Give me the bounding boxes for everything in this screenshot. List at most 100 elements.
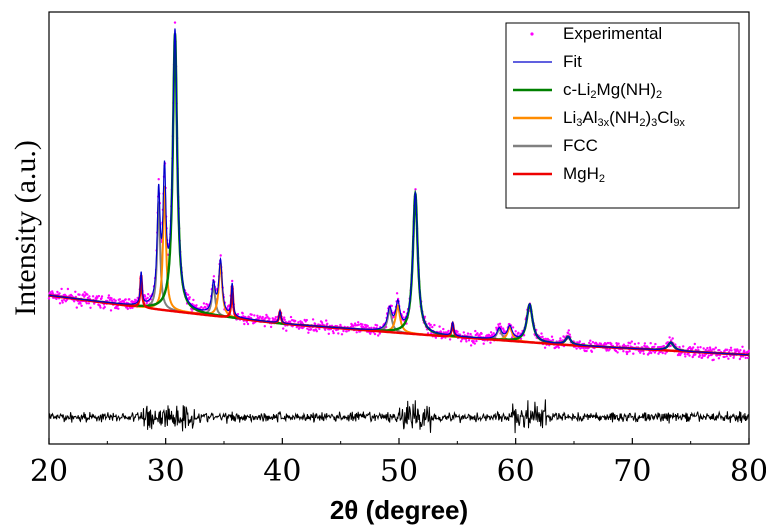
experimental-point (431, 325, 434, 329)
experimental-point (47, 297, 51, 300)
experimental-point (212, 275, 216, 278)
experimental-point (447, 329, 450, 333)
experimental-point (730, 349, 733, 352)
experimental-point (285, 329, 288, 332)
experimental-point (96, 296, 99, 299)
experimental-point (361, 323, 364, 326)
experimental-point (61, 301, 64, 304)
experimental-point (192, 298, 195, 302)
legend-items: Experimental Fit c-Li2Mg(NH)2 Li3Al3x(NH2)3… (513, 24, 685, 185)
experimental-point (642, 350, 645, 353)
experimental-point (637, 342, 640, 345)
experimental-point (664, 352, 667, 355)
experimental-point (589, 342, 592, 346)
experimental-point (589, 339, 592, 342)
experimental-point (373, 332, 377, 336)
experimental-point (231, 279, 234, 283)
experimental-point (219, 254, 222, 257)
experimental-point (718, 354, 722, 357)
experimental-point (688, 354, 691, 357)
experimental-point (729, 346, 733, 349)
experimental-point (469, 332, 472, 336)
experimental-point (58, 292, 61, 295)
experimental-point (622, 350, 625, 353)
experimental-point (706, 356, 710, 359)
experimental-point (357, 321, 360, 324)
experimental-point (448, 338, 452, 341)
experimental-point (625, 352, 629, 356)
experimental-point (274, 317, 277, 321)
experimental-point (283, 316, 286, 319)
experimental-point (615, 344, 619, 347)
experimental-point (472, 340, 475, 343)
experimental-point (647, 352, 651, 355)
experimental-point (107, 294, 111, 297)
experimental-point (263, 325, 266, 328)
experimental-point (339, 323, 342, 327)
experimental-point (243, 322, 246, 326)
experimental-point (559, 337, 562, 340)
experimental-point (700, 356, 704, 359)
experimental-point (585, 349, 588, 353)
experimental-point (653, 345, 656, 348)
experimental-point (514, 330, 517, 333)
experimental-point (135, 299, 138, 302)
experimental-point (204, 306, 207, 309)
experimental-point (704, 348, 707, 352)
experimental-point (626, 350, 629, 354)
experimental-point (355, 331, 358, 334)
experimental-point (698, 354, 702, 357)
experimental-point (630, 340, 633, 343)
experimental-point (557, 346, 560, 349)
experimental-point (510, 336, 514, 339)
experimental-point (476, 332, 479, 335)
experimental-point (718, 349, 721, 352)
experimental-point (736, 349, 739, 352)
experimental-point (684, 355, 687, 358)
experimental-point (124, 298, 127, 301)
experimental-point (146, 296, 149, 300)
experimental-point (429, 323, 432, 327)
experimental-point (433, 323, 436, 327)
experimental-point (332, 331, 335, 335)
experimental-point (459, 340, 463, 343)
experimental-point (742, 349, 746, 352)
experimental-point (91, 295, 95, 298)
experimental-point (75, 306, 79, 309)
experimental-point (541, 335, 544, 338)
experimental-point (550, 335, 554, 338)
experimental-point (732, 356, 735, 359)
experimental-point (709, 348, 712, 351)
series-fit (49, 28, 749, 356)
experimental-point (738, 351, 741, 354)
experimental-point (318, 327, 321, 331)
experimental-point (462, 331, 465, 334)
experimental-point (713, 348, 716, 351)
experimental-point (282, 327, 285, 330)
experimental-point (692, 346, 695, 349)
experimental-point (727, 357, 730, 360)
legend-box (505, 22, 740, 209)
experimental-point (717, 357, 721, 360)
experimental-point (261, 315, 264, 319)
series-residual (48, 399, 750, 434)
experimental-point (591, 341, 595, 344)
experimental-point (467, 339, 471, 342)
experimental-point (56, 290, 59, 294)
experimental-point (632, 352, 635, 355)
experimental-point (73, 300, 76, 303)
experimental-point (340, 333, 344, 336)
experimental-point (608, 348, 611, 351)
experimental-point (650, 351, 653, 355)
experimental-point (353, 322, 357, 325)
experimental-point (311, 318, 315, 321)
experimental-point (83, 291, 86, 294)
x-tick-label: 70 (613, 454, 651, 489)
experimental-point (458, 333, 462, 336)
experimental-point (99, 306, 102, 309)
experimental-point (582, 346, 585, 350)
experimental-point (114, 299, 117, 302)
experimental-point (118, 298, 122, 301)
experimental-point (342, 329, 345, 333)
experimental-point (314, 322, 317, 326)
